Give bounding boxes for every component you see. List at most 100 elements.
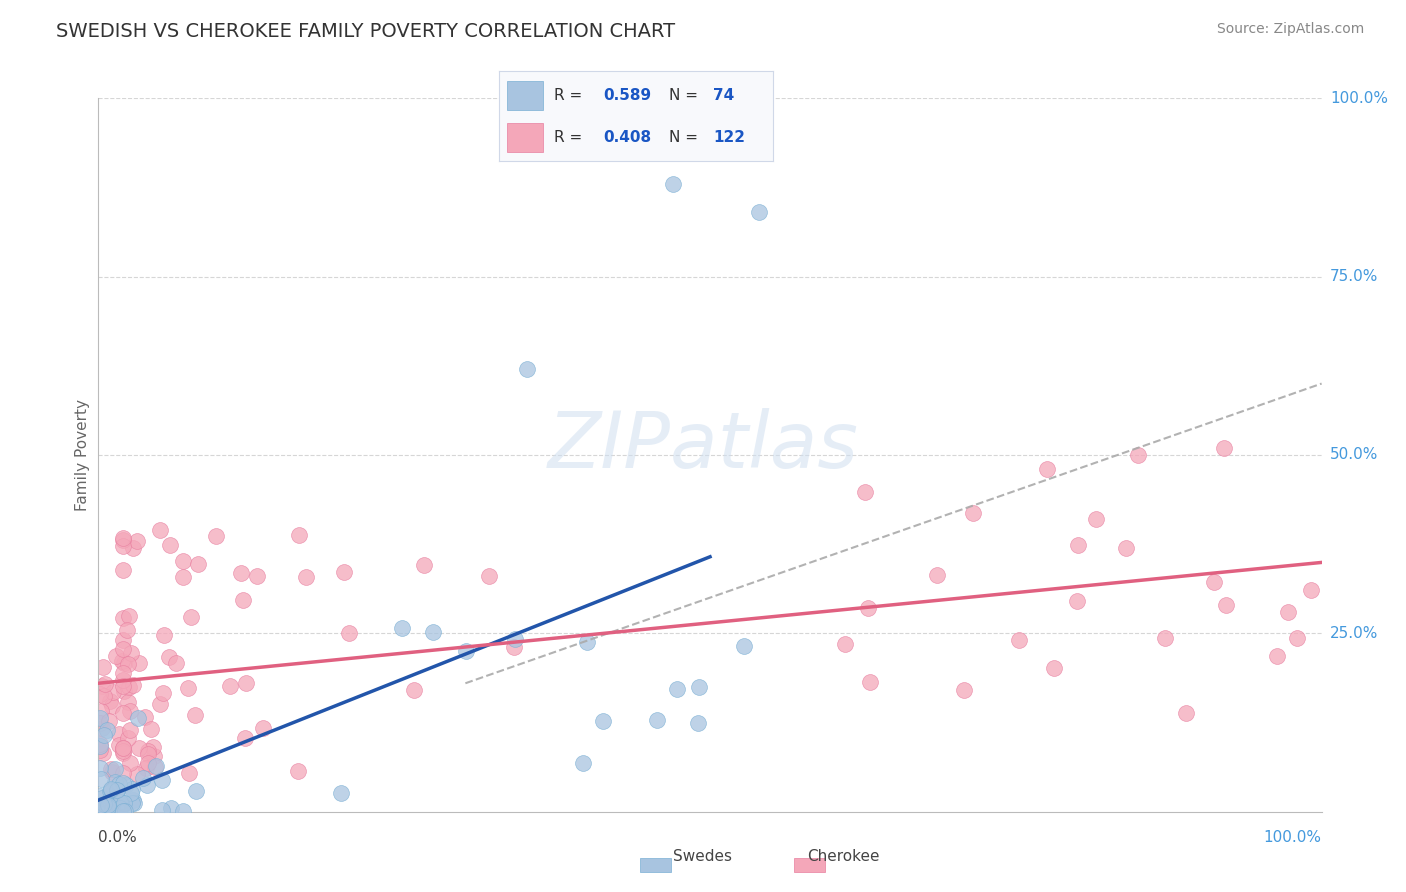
Point: [145, 759, 167, 773]
Point: [150, 773, 173, 788]
Point: [100, 782, 122, 797]
Point: [142, 740, 165, 755]
Point: [252, 722, 274, 736]
Point: [152, 686, 174, 700]
Point: [853, 484, 876, 499]
Y-axis label: Family Poverty: Family Poverty: [75, 399, 90, 511]
Point: [145, 760, 167, 774]
Point: [111, 533, 134, 548]
Point: [121, 678, 143, 692]
Point: [111, 632, 134, 647]
Point: [89, 761, 111, 775]
Point: [111, 744, 134, 758]
Text: R =: R =: [554, 88, 588, 103]
Point: [90, 772, 112, 786]
Point: [128, 741, 150, 756]
Point: [1202, 575, 1225, 590]
Point: [104, 762, 127, 776]
Point: [105, 648, 128, 663]
Point: [233, 731, 256, 746]
Point: [105, 783, 128, 797]
Point: [1286, 632, 1309, 646]
Point: [136, 743, 159, 757]
Point: [108, 795, 131, 809]
Point: [153, 627, 176, 641]
Point: [91, 721, 114, 735]
Point: [1042, 661, 1064, 675]
Point: [105, 783, 128, 797]
Point: [136, 756, 159, 770]
Point: [229, 566, 252, 581]
Point: [1215, 598, 1237, 612]
Point: [118, 723, 141, 738]
Point: [112, 657, 135, 671]
Point: [952, 683, 974, 698]
Text: 75.0%: 75.0%: [1330, 269, 1378, 284]
Point: [139, 722, 162, 736]
Point: [391, 621, 413, 635]
Point: [1267, 648, 1289, 663]
Point: [90, 801, 112, 815]
Point: [89, 802, 111, 816]
Point: [90, 704, 112, 718]
Point: [89, 743, 111, 757]
Point: [962, 506, 984, 520]
Point: [160, 801, 183, 815]
Point: [503, 632, 526, 646]
Point: [93, 797, 115, 811]
Point: [121, 796, 143, 810]
Point: [98, 693, 121, 707]
Point: [128, 656, 150, 670]
Point: [90, 798, 112, 813]
Text: 0.0%: 0.0%: [98, 830, 138, 845]
Point: [97, 799, 120, 814]
Point: [172, 554, 194, 568]
Point: [110, 800, 132, 814]
Point: [111, 666, 134, 681]
Point: [1066, 593, 1088, 607]
Point: [187, 557, 209, 571]
Point: [688, 715, 710, 730]
Point: [184, 708, 207, 723]
Point: [205, 529, 228, 543]
Point: [108, 777, 131, 791]
Point: [120, 646, 142, 660]
Point: [100, 782, 122, 797]
Point: [101, 802, 124, 816]
Point: [111, 746, 134, 760]
Text: 0.589: 0.589: [603, 88, 651, 103]
Point: [572, 756, 595, 770]
Point: [101, 698, 124, 713]
Point: [111, 766, 134, 780]
Point: [149, 523, 172, 537]
Point: [93, 689, 115, 703]
Point: [111, 679, 134, 693]
Point: [97, 797, 120, 812]
Point: [114, 804, 136, 818]
Point: [666, 681, 689, 696]
Text: 74: 74: [713, 88, 734, 103]
Point: [101, 801, 124, 815]
Point: [132, 771, 155, 785]
Point: [98, 714, 121, 728]
Point: [104, 789, 127, 803]
Point: [1115, 541, 1137, 556]
Point: [1175, 706, 1198, 720]
Point: [1128, 448, 1150, 462]
Point: [121, 781, 143, 796]
Point: [287, 528, 309, 542]
Point: [295, 570, 318, 584]
Point: [330, 785, 353, 799]
Point: [111, 706, 134, 721]
Point: [172, 570, 194, 584]
Point: [117, 731, 139, 746]
Point: [834, 637, 856, 651]
Point: [89, 789, 111, 803]
Point: [172, 804, 194, 818]
Point: [1066, 538, 1088, 552]
Point: [1277, 606, 1299, 620]
Point: [100, 797, 122, 812]
Point: [177, 681, 200, 695]
Point: [733, 639, 755, 653]
Point: [115, 778, 138, 792]
